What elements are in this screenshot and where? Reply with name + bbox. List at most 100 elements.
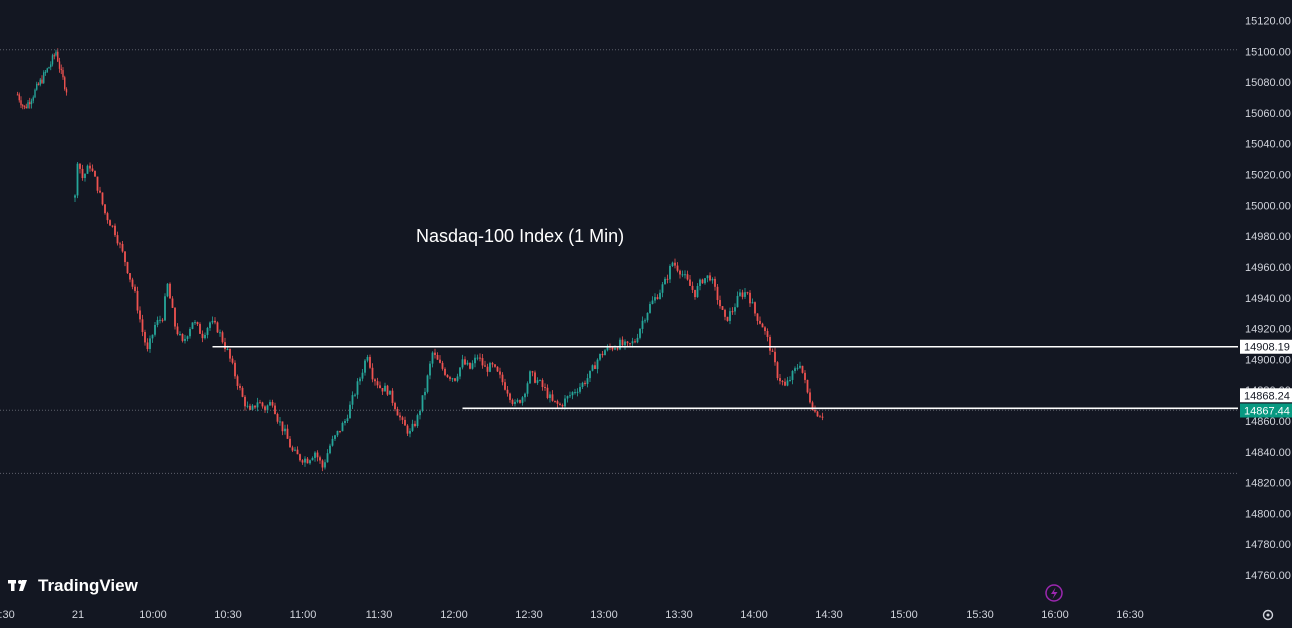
candle-body — [794, 368, 796, 371]
candle-body — [91, 168, 94, 171]
candle-body — [569, 395, 571, 397]
candle-body — [94, 170, 96, 177]
candle-body — [579, 386, 581, 392]
candle-body — [474, 357, 476, 364]
y-tick-label: 15000.00 — [1245, 200, 1291, 212]
candle-body — [541, 380, 544, 387]
candle-body — [364, 360, 366, 373]
candle-body — [739, 292, 741, 296]
candle-body — [611, 347, 614, 350]
candle-body — [821, 416, 824, 418]
candle-body — [331, 438, 334, 446]
candle-body — [431, 352, 434, 364]
candle-body — [18, 94, 20, 101]
candle-body — [326, 453, 329, 463]
candle-body — [79, 163, 81, 169]
candles-layer — [16, 48, 824, 472]
last-price-badge — [1240, 403, 1292, 418]
candle-body — [149, 338, 151, 350]
candle-body — [101, 192, 104, 205]
level-price-label: 14868.24 — [1244, 390, 1290, 402]
candle-body — [366, 356, 369, 361]
candle-body — [809, 392, 811, 403]
candle-body — [531, 371, 534, 373]
y-tick-label: 14900.00 — [1245, 354, 1291, 366]
candle-body — [789, 379, 791, 381]
candle-body — [109, 220, 111, 226]
candle-body — [386, 385, 389, 395]
candle-body — [669, 266, 671, 280]
y-tick-label: 14860.00 — [1245, 416, 1291, 428]
candle-body — [589, 370, 591, 379]
candle-body — [179, 334, 181, 336]
candle-body — [339, 430, 341, 432]
candle-body — [171, 298, 174, 308]
x-tick-label: 21 — [72, 609, 84, 621]
tradingview-logo-text: TradingView — [38, 576, 139, 595]
candle-body — [656, 297, 659, 300]
candle-body — [236, 376, 239, 386]
candle-body — [99, 190, 101, 193]
candle-body — [51, 55, 54, 65]
candle-body — [649, 304, 651, 313]
candle-body — [276, 414, 279, 422]
candle-body — [631, 341, 634, 344]
candle-body — [264, 406, 266, 411]
candle-body — [126, 262, 129, 274]
tradingview-logo[interactable]: TradingView — [8, 576, 139, 595]
candle-body — [39, 79, 41, 85]
candle-body — [486, 366, 489, 372]
candle-body — [394, 402, 396, 410]
candle-body — [626, 341, 629, 344]
candle-body — [814, 410, 816, 412]
x-tick-label: 10:30 — [214, 609, 242, 621]
lightning-icon[interactable] — [1045, 584, 1063, 602]
candle-body — [336, 430, 339, 436]
candle-body — [646, 312, 649, 321]
candle-body — [476, 357, 479, 359]
candle-body — [799, 365, 801, 368]
x-tick-label: 10:00 — [139, 609, 167, 621]
candle-body — [696, 286, 699, 298]
candle-body — [129, 273, 131, 280]
candle-body — [344, 421, 346, 424]
candle-body — [624, 341, 626, 346]
candle-body — [36, 83, 38, 90]
candle-body — [74, 195, 76, 198]
candle-body — [124, 251, 126, 263]
candle-body — [166, 283, 169, 297]
candle-body — [724, 309, 726, 317]
candle-body — [374, 379, 376, 382]
candle-body — [576, 391, 579, 393]
candle-body — [651, 300, 654, 305]
candle-body — [189, 328, 191, 337]
candle-body — [269, 402, 271, 406]
candle-body — [679, 270, 681, 275]
y-tick-label: 15020.00 — [1245, 170, 1291, 182]
candle-body — [619, 339, 621, 350]
x-tick-label: 11:00 — [290, 609, 317, 621]
price-axis[interactable]: 15120.00 15100.00 15080.00 15060.00 15040.00… — [1245, 16, 1291, 583]
settings-gear-icon[interactable] — [1262, 609, 1274, 621]
candle-body — [629, 343, 631, 345]
candle-body — [606, 346, 609, 351]
candle-body — [546, 387, 549, 398]
y-tick-label: 14840.00 — [1245, 447, 1291, 459]
candle-body — [259, 402, 261, 404]
candle-body — [141, 319, 144, 333]
time-axis[interactable]: 9:30 21 10:00 10:30 11:00 11:30 12:00 12:30 13:0… — [0, 609, 1144, 621]
candle-body — [444, 368, 446, 375]
candle-body — [479, 357, 481, 359]
candle-body — [256, 402, 259, 408]
candle-body — [594, 365, 596, 369]
candle-body — [759, 320, 761, 324]
candle-body — [524, 393, 526, 398]
candle-body — [781, 381, 784, 383]
candle-body — [581, 382, 584, 387]
candle-body — [161, 319, 164, 321]
candle-body — [43, 72, 45, 83]
candle-body — [349, 404, 351, 419]
x-tick-label: 11:30 — [366, 609, 393, 621]
candle-body — [499, 371, 501, 375]
